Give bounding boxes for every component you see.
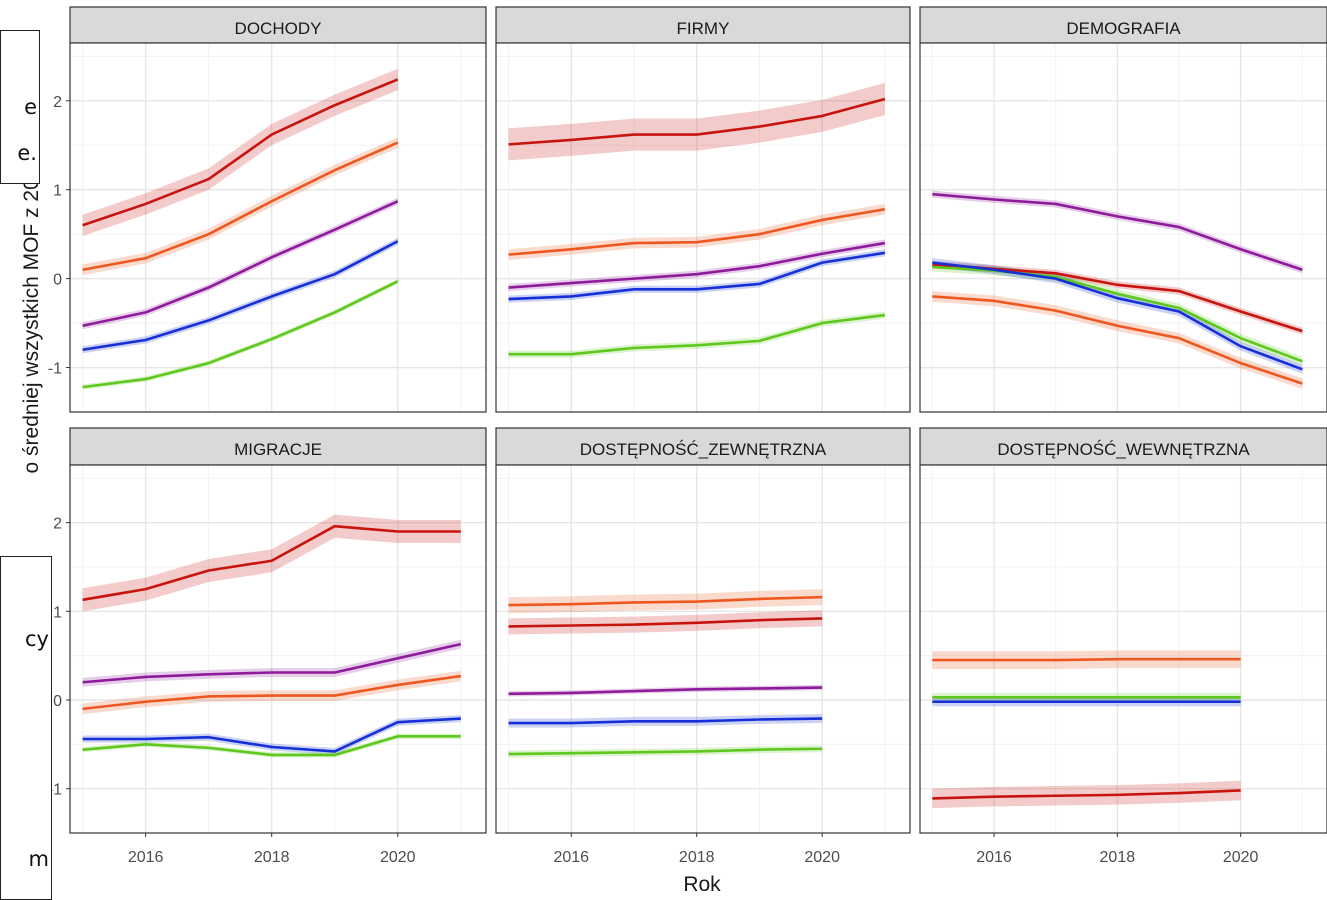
- x-tick-label: 2018: [679, 849, 715, 866]
- y-tick-label: 0: [53, 272, 62, 289]
- y-tick-label: 2: [53, 516, 62, 533]
- panel-background: [496, 465, 910, 833]
- series-line-green: [82, 735, 461, 757]
- facet-strip: [69, 427, 487, 466]
- facet-panel: DOCHODY -1 0 1 2: [48, 6, 487, 413]
- facet-title: FIRMY: [677, 19, 730, 38]
- facet-panel: DOSTĘPNOŚĆ_WEWNĘTRZNA 2016 2018 2020: [919, 427, 1327, 866]
- y-tick-label: 1: [53, 604, 62, 621]
- series-line-blue: [932, 261, 1303, 371]
- panel-background: [920, 43, 1327, 412]
- facet-panel: DOSTĘPNOŚĆ_ZEWNĘTRZNA 2016 2018 2020: [495, 427, 911, 866]
- series-ribbon-orange: [932, 291, 1303, 389]
- series-line-orange: [82, 141, 399, 272]
- series-line-red: [82, 78, 399, 227]
- series-ribbon-purple: [82, 197, 398, 330]
- series-line-purple: [508, 241, 886, 289]
- facet-panel: DEMOGRAFIA: [919, 6, 1327, 413]
- series-ribbon-blue: [508, 249, 885, 303]
- series-ribbon-orange: [82, 670, 461, 715]
- x-tick-label: 2020: [804, 849, 840, 866]
- facet-strip: [919, 6, 1327, 44]
- series-ribbon-orange: [82, 137, 398, 276]
- series-line-red: [508, 617, 823, 628]
- series-ribbon-red: [82, 68, 398, 236]
- series-line-purple: [932, 192, 1303, 271]
- series-ribbon-red: [82, 514, 461, 612]
- overlay-fragment: e.: [17, 141, 37, 165]
- x-tick-label: 2020: [380, 849, 416, 866]
- series-line-green: [82, 280, 399, 389]
- panel-background: [70, 465, 486, 833]
- y-tick-label: 2: [53, 94, 62, 111]
- panels-layer: DOCHODY -1 0 1 2 FIRMY DEMOGRAFIA MIGRACJE -1 0 1 2…: [48, 6, 1327, 866]
- facet-title: DOSTĘPNOŚĆ_ZEWNĘTRZNA: [580, 440, 827, 459]
- overlay-fragment: e: [24, 95, 37, 119]
- panel-background: [496, 43, 910, 412]
- series-ribbon-purple: [508, 239, 885, 292]
- x-tick-label: 2018: [254, 849, 290, 866]
- series-line-orange: [508, 595, 823, 607]
- x-tick-label: 2016: [128, 849, 164, 866]
- panel-background: [920, 465, 1327, 833]
- series-ribbon-green: [932, 262, 1303, 366]
- series-line-purple: [82, 200, 399, 328]
- series-line-red: [508, 97, 886, 146]
- series-line-red: [82, 524, 461, 602]
- series-line-red: [932, 789, 1241, 800]
- x-tick-label: 2016: [553, 849, 589, 866]
- x-tick-label: 2016: [976, 849, 1012, 866]
- series-line-purple: [508, 686, 823, 696]
- overlay-fragment: cy: [25, 627, 49, 651]
- x-axis-label: Rok: [683, 873, 721, 896]
- panel-background: [70, 43, 486, 412]
- series-line-orange: [932, 295, 1303, 385]
- y-tick-label: 0: [53, 693, 62, 710]
- facet-strip: [495, 6, 911, 44]
- x-tick-label: 2018: [1100, 849, 1136, 866]
- facet-title: DEMOGRAFIA: [1066, 19, 1181, 38]
- panel-border: [495, 42, 911, 413]
- panel-border: [495, 464, 911, 834]
- series-line-orange: [82, 674, 461, 711]
- series-ribbon-blue: [82, 237, 398, 354]
- series-ribbon-red: [508, 83, 885, 161]
- overlay-fragment: m: [28, 847, 49, 871]
- series-line-purple: [82, 642, 462, 684]
- facet-panel: FIRMY: [495, 6, 911, 413]
- overlay-text-box-top: e e.: [0, 30, 40, 184]
- overlay-text-box-bottom: cy m: [0, 556, 52, 900]
- y-tick-label: 1: [53, 183, 62, 200]
- panel-border: [69, 464, 487, 834]
- y-tick-label: -1: [48, 361, 62, 378]
- y-axis-label: o średniej wszystkich MOF z 201: [20, 167, 43, 474]
- series-ribbon-purple: [932, 190, 1303, 274]
- series-line-green: [508, 313, 886, 356]
- series-line-green: [508, 747, 823, 756]
- facet-strip: [919, 427, 1327, 466]
- series-line-orange: [508, 207, 886, 256]
- facet-title: DOCHODY: [235, 19, 322, 38]
- panel-border: [919, 464, 1327, 834]
- facet-strip: [69, 6, 487, 44]
- facet-title: MIGRACJE: [234, 440, 322, 459]
- series-line-blue: [508, 717, 823, 725]
- panel-border: [69, 42, 487, 413]
- facet-title: DOSTĘPNOŚĆ_WEWNĘTRZNA: [997, 440, 1250, 459]
- series-ribbon-red: [508, 610, 823, 635]
- series-line-blue: [82, 717, 461, 753]
- series-line-blue: [508, 251, 886, 301]
- x-tick-label: 2020: [1223, 849, 1259, 866]
- series-line-orange: [932, 657, 1241, 662]
- panel-border: [919, 42, 1327, 413]
- series-line-blue: [82, 240, 399, 352]
